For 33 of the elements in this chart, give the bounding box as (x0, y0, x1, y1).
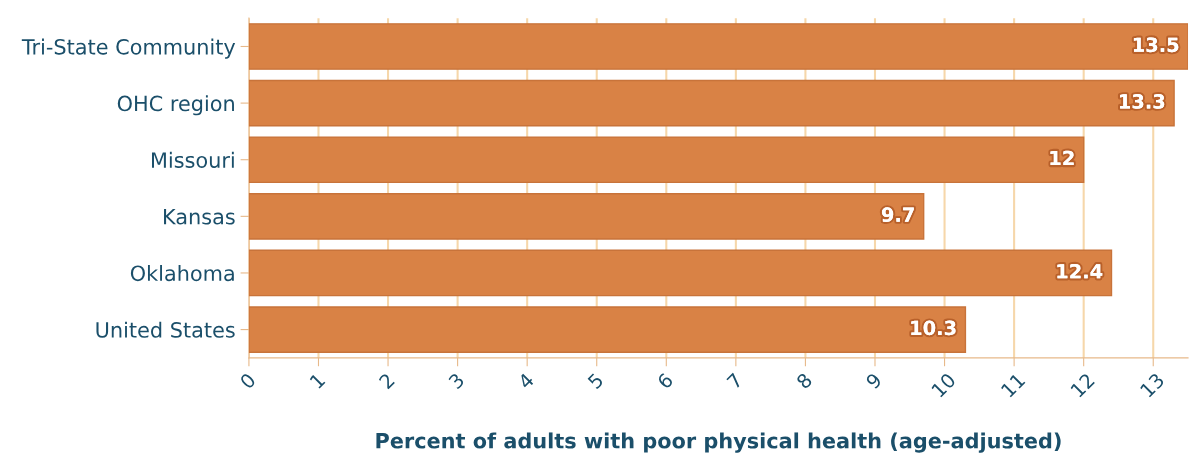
x-tick-label: 2 (378, 372, 395, 390)
y-tick-label: Oklahoma (130, 265, 234, 282)
data-label: 13.5 (1133, 37, 1179, 53)
x-tick-label: 8 (795, 372, 813, 390)
bar (248, 306, 967, 353)
x-tick-label: 0 (239, 372, 257, 390)
y-tick-label: OHC region (117, 95, 234, 116)
bar (248, 23, 1189, 70)
x-tick-label: 7 (726, 372, 743, 390)
y-tick-label: Kansas (164, 209, 235, 225)
y-tick-label: Missouri (152, 151, 234, 168)
x-tick-label: 9 (865, 372, 883, 390)
data-label: 12.4 (1057, 263, 1103, 279)
y-tick-label: United States (96, 321, 235, 338)
x-axis-title: Percent of adults with poor physical health (age-adjusted) (376, 432, 1061, 453)
x-tick-label: 1 (309, 372, 326, 389)
data-label: 10.3 (911, 320, 956, 336)
bar (248, 192, 925, 240)
y-tick-label: Tri-State Community (21, 38, 236, 59)
bar (248, 136, 1085, 184)
x-tick-label: 4 (517, 372, 535, 390)
bar (248, 249, 1113, 297)
data-label: 9.7 (881, 207, 914, 222)
x-tick-label: 11 (1000, 372, 1026, 398)
x-tick-label: 12 (1070, 372, 1095, 398)
x-tick-label: 3 (447, 372, 465, 390)
bar (248, 79, 1175, 127)
x-tick-label: 13 (1139, 372, 1165, 398)
x-tick-label: 6 (656, 372, 674, 390)
x-tick-label: 10 (930, 372, 957, 398)
data-label: 13.3 (1120, 94, 1165, 109)
data-label: 12 (1050, 150, 1074, 166)
x-tick-label: 5 (587, 372, 604, 390)
